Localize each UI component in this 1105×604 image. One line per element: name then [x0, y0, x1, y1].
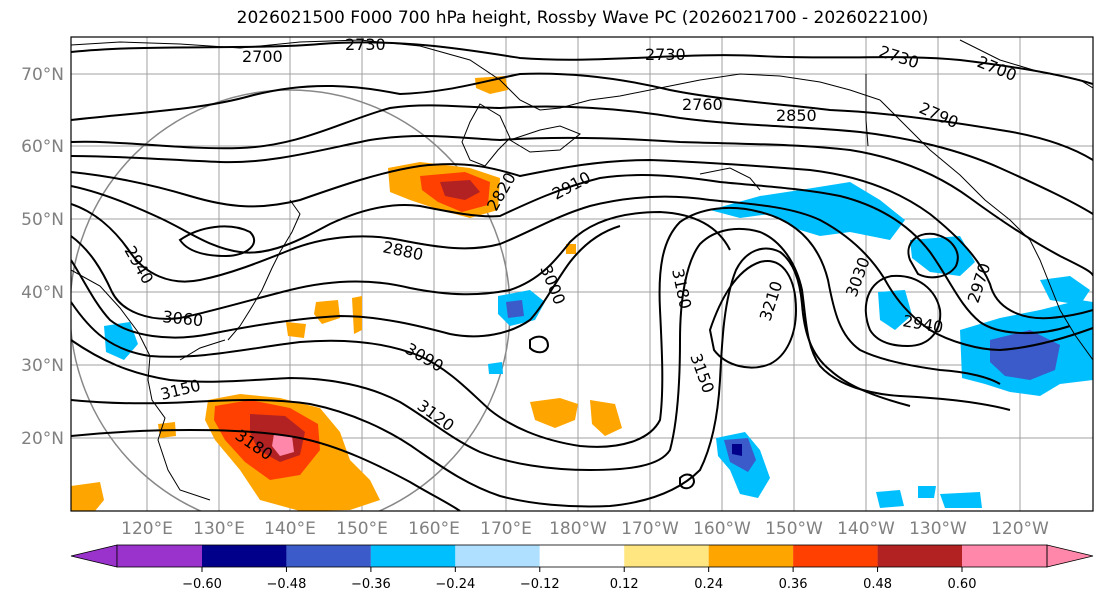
lat-label: 70°N [21, 65, 64, 85]
colorbar-cell [117, 545, 202, 567]
lat-label: 30°N [21, 356, 64, 376]
height-contours [71, 41, 1093, 511]
lon-label: 120°W [991, 519, 1049, 539]
map-title: 2026021500 F000 700 hPa height, Rossby W… [236, 8, 929, 28]
colorbar-tick-label: −0.24 [435, 577, 475, 592]
contour-label: 2700 [242, 47, 283, 66]
lat-label: 60°N [21, 137, 64, 157]
colorbar-tick-label: −0.60 [182, 577, 222, 592]
lon-label: 150°W [765, 519, 823, 539]
colorbar-tick-label: 0.12 [610, 577, 639, 592]
colorbar-cell [539, 545, 625, 567]
lon-label: 170°E [480, 519, 532, 539]
latitude-labels: 70°N 60°N 50°N 40°N 30°N 20°N [21, 65, 64, 449]
lat-label: 20°N [21, 429, 64, 449]
lon-label: 130°W [909, 519, 967, 539]
colorbar-over-arrow [1046, 544, 1094, 568]
colorbar-cell [962, 545, 1047, 567]
colorbar-tick-label: 0.24 [694, 577, 723, 592]
contour-label: 3060 [162, 307, 204, 330]
lon-label: 160°E [408, 519, 460, 539]
colorbar-under-arrow [70, 544, 118, 568]
colorbar-tick-label: −0.12 [520, 577, 560, 592]
positive-anomalies [71, 76, 622, 511]
lon-label: 120°E [121, 519, 173, 539]
colorbar-tick-label: −0.36 [351, 577, 391, 592]
negative-anomalies [104, 182, 1093, 508]
lon-label: 130°E [193, 519, 245, 539]
lon-label: 170°W [621, 519, 679, 539]
lon-label: 150°E [336, 519, 388, 539]
lon-label: 140°E [264, 519, 316, 539]
colorbar-tick-label: −0.48 [267, 577, 307, 592]
colorbar-cell [624, 545, 709, 567]
contour-label: 2760 [682, 95, 723, 114]
colorbar-outline [116, 544, 1048, 568]
lon-label: 140°W [837, 519, 895, 539]
contour-label: 2730 [645, 45, 686, 64]
lat-label: 40°N [21, 283, 64, 303]
colorbar-tick-label: 0.60 [948, 577, 977, 592]
colorbar-cell [455, 545, 540, 567]
lat-label: 50°N [21, 210, 64, 230]
lon-label: 160°W [693, 519, 751, 539]
lon-label: 180°W [549, 519, 607, 539]
colorbar-cell [877, 545, 962, 567]
map-border [70, 36, 1094, 512]
colorbar-cell [708, 545, 794, 567]
colorbar-cell [370, 545, 456, 567]
colorbar: −0.60 −0.48 −0.36 −0.24 −0.12 0.12 0.24 0.36 0.4… [70, 544, 1094, 592]
colorbar-cell [793, 545, 878, 567]
colorbar-cell [202, 545, 287, 567]
longitude-labels: 120°E 130°E 140°E 150°E 160°E 170°E 180°… [121, 519, 1049, 539]
contour-label: 2850 [776, 106, 817, 125]
contour-label: 2730 [345, 35, 386, 54]
colorbar-tick-label: 0.36 [779, 577, 808, 592]
colorbar-tick-label: 0.48 [863, 577, 892, 592]
colorbar-cell [286, 545, 371, 567]
